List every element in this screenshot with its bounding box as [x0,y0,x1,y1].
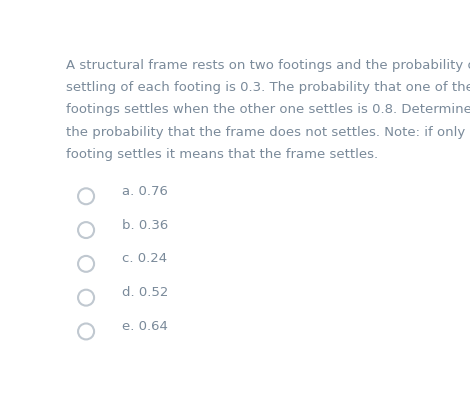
Text: d. 0.52: d. 0.52 [123,286,169,299]
Text: footing settles it means that the frame settles.: footing settles it means that the frame … [66,148,378,161]
Text: the probability that the frame does not settles. Note: if only one: the probability that the frame does not … [66,126,470,139]
Text: b. 0.36: b. 0.36 [123,219,169,232]
Text: a. 0.76: a. 0.76 [123,185,168,198]
Text: e. 0.64: e. 0.64 [123,320,168,333]
Text: c. 0.24: c. 0.24 [123,253,168,265]
Text: settling of each footing is 0.3. The probability that one of the: settling of each footing is 0.3. The pro… [66,81,470,94]
Text: footings settles when the other one settles is 0.8. Determine: footings settles when the other one sett… [66,103,470,117]
Text: A structural frame rests on two footings and the probability of: A structural frame rests on two footings… [66,59,470,72]
